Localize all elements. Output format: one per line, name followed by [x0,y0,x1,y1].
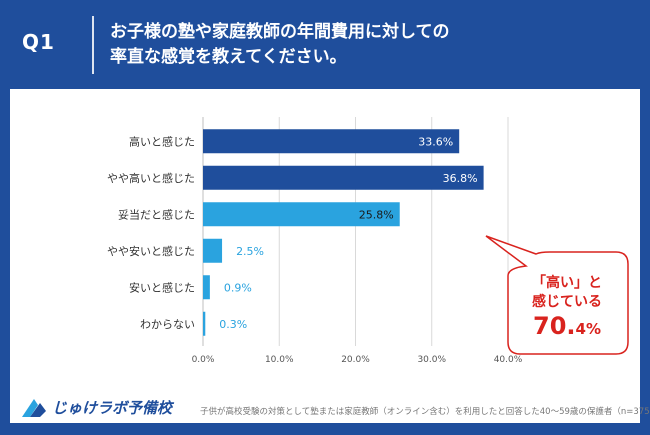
callout-shape [485,235,629,355]
data-label: 36.8% [443,172,478,185]
data-label: 0.9% [224,281,252,294]
brand-logo: じゅけラボ予備校 [20,395,190,423]
data-label: 33.6% [418,135,453,148]
bar [203,129,460,154]
x-tick-label: 0.0% [192,355,215,365]
data-label: 0.3% [219,318,247,331]
callout-value-major: 70. [533,312,576,340]
callout-value: 70.4% [508,312,626,340]
question-number: Q1 [22,30,55,54]
question-title-line-1: お子様の塾や家庭教師の年間費用に対しての [110,22,450,42]
x-tick-label: 10.0% [265,355,294,365]
logo-icon [22,399,46,417]
callout-bubble: 「高い」と 感じている 70.4% [485,235,629,355]
category-label: 高いと感じた [129,134,195,148]
bar [203,202,400,227]
bar [203,311,206,336]
x-tick-label: 40.0% [494,355,523,365]
x-tick-label: 20.0% [341,355,370,365]
data-label: 25.8% [359,208,394,221]
chart-panel: 0.0% 10.0% 20.0% 30.0% 40.0% 高いと感じた 33.6% やや高いと… [10,89,640,423]
category-label: わからない [140,318,195,331]
question-title-line-2: 率直な感覚を教えてください。 [110,47,347,67]
bar-chart: 0.0% 10.0% 20.0% 30.0% 40.0% 高いと感じた 33.6% やや高いと… [107,117,523,365]
callout-text-line-1: 「高い」と [532,275,602,291]
callout-value-minor: 4% [575,320,601,338]
bar [203,165,484,190]
footnote: 子供が高校受験の対策として塾または家庭教師（オンライン含む）を利用したと回答した… [200,407,650,417]
header-divider [92,16,94,74]
question-title: お子様の塾や家庭教師の年間費用に対しての 率直な感覚を教えてください。 [110,20,630,70]
logo-text: じゅけラボ予備校 [52,399,173,417]
category-label: 妥当だと感じた [118,207,195,221]
data-label: 2.5% [236,245,264,258]
header: Q1 お子様の塾や家庭教師の年間費用に対しての 率直な感覚を教えてください。 [0,0,650,88]
callout-text-line-2: 感じている [532,294,602,310]
x-tick-label: 30.0% [417,355,446,365]
category-label: やや高いと感じた [107,171,195,185]
category-label: やや安いと感じた [107,244,195,258]
bar [203,275,210,300]
bar [203,238,223,263]
category-label: 安いと感じた [129,280,195,294]
